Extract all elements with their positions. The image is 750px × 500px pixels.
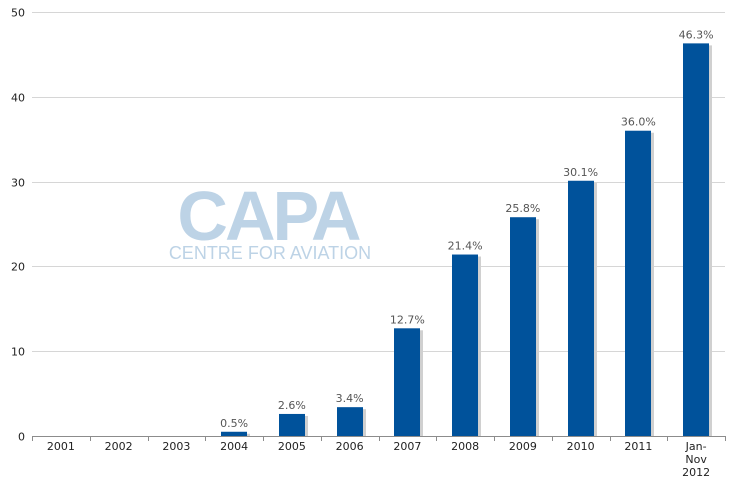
bar	[510, 217, 536, 436]
x-tick-label: Jan-	[685, 440, 707, 453]
y-tick-label: 50	[11, 7, 25, 20]
y-tick-label: 30	[11, 177, 25, 190]
bar-data-label: 21.4%	[448, 240, 483, 253]
bars	[221, 43, 712, 436]
bar-data-label: 25.8%	[505, 202, 540, 215]
bar-data-label: 30.1%	[563, 166, 598, 179]
bar	[568, 180, 594, 436]
x-tick-label: 2005	[278, 440, 306, 453]
bar	[279, 413, 305, 436]
axes	[32, 436, 726, 441]
x-tick-label: 2002	[105, 440, 133, 453]
grid-lines	[32, 12, 725, 352]
x-tick-label: 2008	[451, 440, 479, 453]
capa-watermark: CAPA CENTRE FOR AVIATION	[169, 177, 371, 263]
watermark-logo-text: CAPA	[177, 177, 360, 255]
x-tick-label: 2011	[624, 440, 652, 453]
bar	[221, 431, 247, 436]
x-tick-label: 2012	[682, 466, 710, 479]
x-tick-label: 2004	[220, 440, 248, 453]
bar	[625, 130, 651, 436]
bar-data-label: 3.4%	[336, 392, 364, 405]
x-tick-label: 2009	[509, 440, 537, 453]
bar	[337, 407, 363, 436]
bar-data-label: 36.0%	[621, 116, 656, 129]
y-tick-label: 20	[11, 261, 25, 274]
x-tick-label: 2010	[567, 440, 595, 453]
x-tick-label: 2003	[162, 440, 190, 453]
bar	[683, 43, 709, 436]
bar-data-label: 0.5%	[220, 417, 248, 430]
y-tick-label: 0	[18, 431, 25, 444]
x-tick-label: Nov	[685, 453, 707, 466]
x-tick-label: 2001	[47, 440, 75, 453]
x-tick-label: 2007	[393, 440, 421, 453]
bar-data-label: 12.7%	[390, 313, 425, 326]
y-tick-label: 40	[11, 92, 25, 105]
labels: 0 10 20 30 40 50 0.5% 2.6% 3.4% 12.7% 21.4% 25.8% 30…	[11, 7, 714, 480]
bar	[452, 254, 478, 436]
y-tick-label: 10	[11, 346, 25, 359]
bar-data-label: 46.3%	[679, 28, 714, 41]
watermark-subtitle: CENTRE FOR AVIATION	[169, 243, 371, 263]
bar	[394, 328, 420, 436]
x-tick-label: 2006	[336, 440, 364, 453]
bar-data-label: 2.6%	[278, 399, 306, 412]
